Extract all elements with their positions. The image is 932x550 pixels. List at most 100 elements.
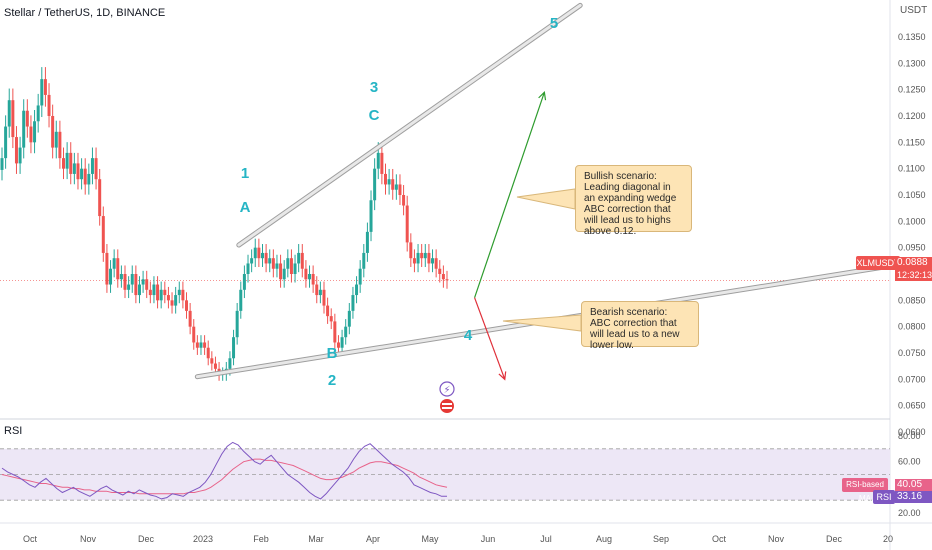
candle-body: [239, 289, 243, 311]
lightning-icon: [439, 381, 455, 397]
candle-body: [25, 110, 29, 127]
candle-body: [177, 289, 181, 296]
price-tick-label: 0.0850: [898, 295, 926, 305]
bearish-arrowhead: [498, 371, 507, 381]
wedge-trendline-fill: [237, 3, 582, 247]
candle-body: [376, 152, 380, 169]
candle-body: [394, 184, 398, 190]
bearish-scenario-note[interactable]: Bearish scenario: ABC correction that wi…: [581, 301, 699, 351]
price-tick-label: 0.0800: [898, 322, 926, 332]
candle-body: [199, 342, 203, 348]
candle-body: [156, 284, 160, 301]
candle-body: [76, 163, 80, 180]
candle-body: [423, 252, 427, 259]
time-tick-label: Dec: [138, 534, 155, 544]
candle-body: [362, 252, 366, 269]
time-tick-label: 2023: [193, 534, 213, 544]
wave-label-b: B: [327, 345, 338, 362]
candle-body: [54, 131, 58, 148]
candle-body: [260, 252, 264, 259]
rsi-pane-label: RSI: [4, 425, 23, 437]
candle-body: [398, 184, 402, 195]
candle-body: [347, 310, 351, 327]
candle-body: [235, 310, 239, 338]
candle-body: [105, 252, 109, 285]
candle-body: [355, 284, 359, 296]
candle-body: [127, 284, 131, 290]
candle-body: [257, 247, 261, 259]
candle-body: [145, 279, 149, 290]
wave-label-w5: 5: [550, 15, 558, 32]
candle-body: [293, 263, 297, 274]
candle-body: [210, 358, 214, 364]
currency-label: USDT: [900, 5, 928, 16]
candle-body: [62, 158, 66, 169]
candle-body: [420, 252, 424, 259]
candle-body: [51, 116, 55, 148]
candle-body: [340, 337, 344, 348]
flag-stripe: [442, 403, 452, 405]
candle-body: [0, 158, 4, 170]
candle-body: [431, 258, 435, 264]
candle-body: [412, 258, 416, 264]
bullish-projection-arrow: [474, 92, 545, 298]
candle-body: [130, 274, 134, 285]
rsi-value: 33.16: [895, 491, 932, 503]
candle-body: [98, 179, 102, 217]
candle-body: [441, 274, 445, 280]
time-tick-label: Mar: [308, 534, 324, 544]
time-tick-label: Oct: [23, 534, 38, 544]
candle-body: [119, 274, 123, 280]
candle-body: [181, 289, 185, 301]
candle-body: [304, 268, 308, 280]
candle-body: [232, 337, 236, 359]
price-tick-label: 0.0950: [898, 243, 926, 253]
time-tick-label: Feb: [253, 534, 269, 544]
price-tick-label: 0.1000: [898, 216, 926, 226]
candle-body: [14, 137, 18, 164]
candle-body: [409, 242, 413, 259]
candle-body: [264, 252, 268, 264]
candle-body: [315, 284, 319, 296]
candle-body: [268, 258, 272, 264]
candle-body: [65, 152, 69, 169]
candle-body: [326, 305, 330, 317]
candle-body: [445, 279, 449, 281]
candle-body: [203, 342, 207, 348]
candle-body: [416, 252, 420, 264]
candle-body: [297, 252, 301, 264]
flag-stripe: [442, 407, 452, 409]
candle-body: [159, 289, 163, 301]
candle-body: [242, 274, 246, 290]
price-tick-label: 0.0750: [898, 348, 926, 358]
bullish-scenario-note[interactable]: Bullish scenario: Leading diagonal in an…: [575, 165, 692, 237]
candle-body: [206, 347, 210, 359]
rsi-tag: RSI: [873, 490, 895, 504]
candle-body: [18, 147, 22, 164]
candle-body: [228, 358, 232, 369]
candle-body: [188, 310, 192, 327]
candle-body: [148, 289, 152, 296]
rsi-tick-label: 80.00: [898, 431, 921, 441]
candle-body: [94, 158, 98, 180]
candle-body: [123, 274, 127, 290]
bullish-note-pointer: [516, 188, 576, 210]
wave-label-w3: 3: [370, 79, 378, 96]
price-tick-label: 0.1200: [898, 111, 926, 121]
rsi-tick-label: 60.00: [898, 457, 921, 467]
time-tick-label: Jun: [481, 534, 496, 544]
wave-label-a: A: [240, 199, 251, 216]
candle-body: [109, 268, 113, 285]
candle-body: [22, 110, 26, 148]
candle-body: [163, 289, 167, 296]
candle-body: [72, 163, 76, 174]
time-tick-label: Apr: [366, 534, 380, 544]
candle-body: [279, 263, 283, 280]
price-tick-label: 0.0700: [898, 374, 926, 384]
candle-body: [4, 126, 8, 159]
candle-body: [69, 152, 73, 174]
candle-body: [112, 258, 116, 269]
candle-body: [33, 121, 37, 143]
wave-label-w2: 2: [328, 372, 336, 389]
